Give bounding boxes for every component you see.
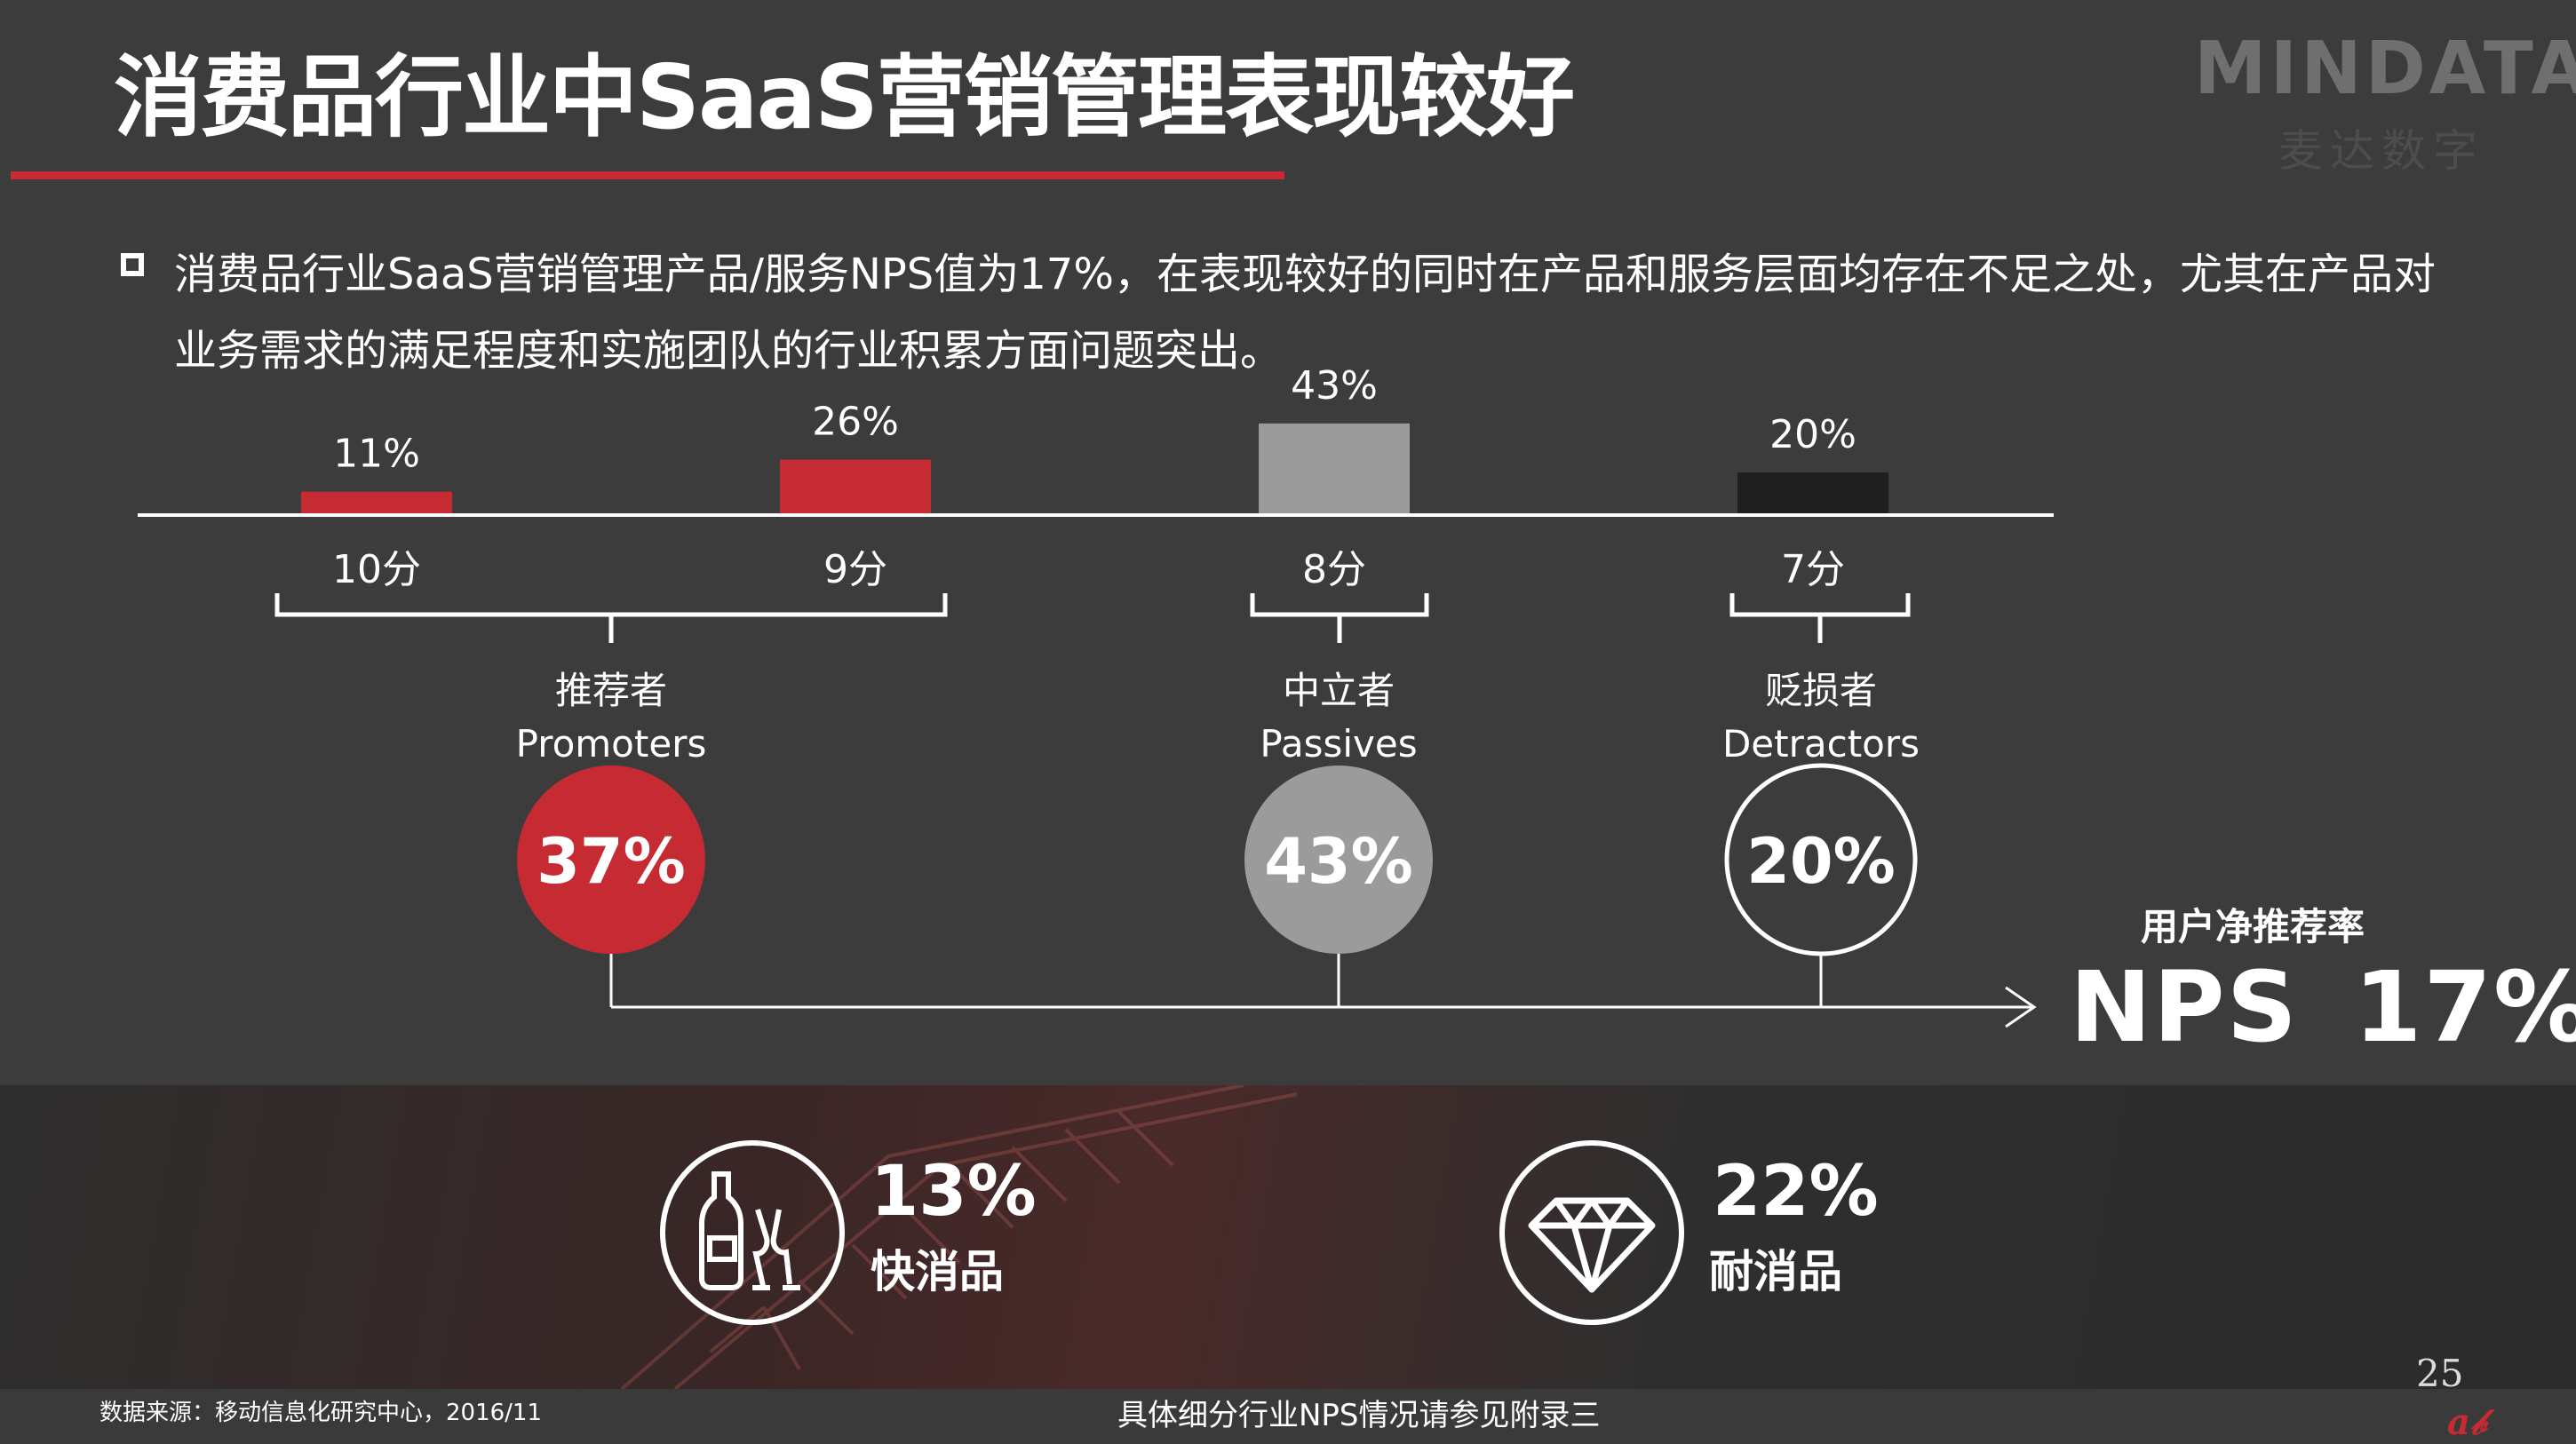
category-label-3: 8分 xyxy=(1302,547,1366,592)
durables-percent: 22% xyxy=(1713,1152,1879,1232)
champagne-bottle-icon xyxy=(699,1171,800,1290)
group-name-en-1: Promoters xyxy=(516,722,707,766)
connector-layer xyxy=(609,954,2037,1028)
fmcg-label: 快消品 xyxy=(871,1246,1004,1297)
durables-icon-circle xyxy=(1499,1140,1684,1325)
bar-2 xyxy=(780,459,931,515)
category-label-2: 9分 xyxy=(823,547,887,592)
nps-result: NPS 17% xyxy=(2070,950,2576,1064)
durables-label: 耐消品 xyxy=(1709,1246,1842,1297)
bridge-truss-background xyxy=(620,1085,1298,1389)
logo-subtext: 麦达数字 xyxy=(2278,125,2485,177)
group-name-cn-2: 中立者 xyxy=(1283,669,1395,712)
bars-layer: 11% 26% 43% 20% xyxy=(301,363,1888,515)
category-label-4: 7分 xyxy=(1781,547,1845,592)
category-labels-layer: 10分 9分 8分 7分 xyxy=(332,547,1845,592)
appendix-note: 具体细分行业NPS情况请参见附录三 xyxy=(1117,1398,1601,1433)
group-circle-1 xyxy=(517,766,705,954)
page-number: 25 xyxy=(2416,1352,2464,1395)
nps-caption: 用户净推荐率 xyxy=(2141,905,2365,948)
bar-1 xyxy=(301,491,452,515)
group-name-cn-3: 贬损者 xyxy=(1765,669,1877,712)
bar-value-label-4: 20% xyxy=(1769,412,1856,457)
promoters-bracket xyxy=(274,593,948,643)
nps-metric: NPS xyxy=(2070,950,2299,1064)
groups-layer: 推荐者 Promoters 37% 中立者 Passives 43% 贬损者 Detracto… xyxy=(516,669,1920,956)
brand-logo: MINDATA 麦达数字 xyxy=(2194,18,2576,186)
group-circle-2 xyxy=(1244,766,1433,954)
brackets-layer xyxy=(274,593,1911,643)
group-name-cn-1: 推荐者 xyxy=(555,669,667,712)
detractors-bracket xyxy=(1729,593,1911,643)
group-percent-1: 37% xyxy=(537,825,686,898)
connector-arrow-head xyxy=(2005,986,2037,1028)
group-percent-3: 20% xyxy=(1746,825,1896,898)
group-name-en-3: Detractors xyxy=(1722,722,1920,766)
bullet-square-icon xyxy=(121,253,144,276)
title-underline xyxy=(11,171,1284,179)
fmcg-icon-circle xyxy=(660,1140,845,1325)
corner-brand-mark: a𝒷 xyxy=(2447,1401,2486,1443)
bar-value-label-2: 26% xyxy=(812,400,899,445)
fmcg-percent: 13% xyxy=(871,1152,1037,1232)
group-name-en-2: Passives xyxy=(1260,722,1417,766)
summary-line-2: 业务需求的满足程度和实施团队的行业积累方面问题突出。 xyxy=(174,326,1284,376)
nps-percent: 17% xyxy=(2353,950,2576,1064)
diamond-icon xyxy=(1528,1197,1656,1293)
bar-value-label-1: 11% xyxy=(333,432,420,477)
data-source: 数据来源：移动信息化研究中心，2016/11 xyxy=(99,1400,543,1426)
summary-text: 消费品行业SaaS营销管理产品/服务NPS值为17%，在表现较好的同时在产品和服… xyxy=(174,236,2484,389)
group-percent-2: 43% xyxy=(1264,825,1413,898)
passives-bracket xyxy=(1250,593,1429,643)
summary-line-1: 消费品行业SaaS营销管理产品/服务NPS值为17%，在表现较好的同时在产品和服… xyxy=(174,250,2436,299)
footer-strip xyxy=(0,1389,2576,1444)
bar-value-label-3: 43% xyxy=(1291,363,1378,409)
category-label-1: 10分 xyxy=(332,547,421,592)
page-title: 消费品行业中SaaS营销管理表现较好 xyxy=(114,45,1575,149)
logo-text: MINDATA xyxy=(2194,27,2576,111)
bar-3 xyxy=(1259,423,1410,515)
bar-4 xyxy=(1737,472,1888,515)
industry-breakdown-band: 13% 快消品 22% 耐消品 xyxy=(0,1085,2576,1389)
